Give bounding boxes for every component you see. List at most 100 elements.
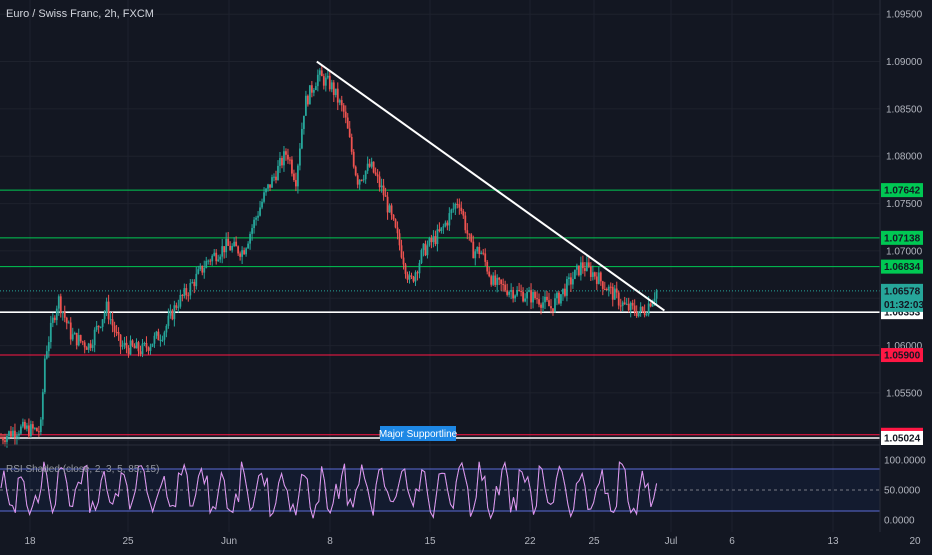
- candle-body: [239, 253, 242, 257]
- time-tick-label: 20: [909, 536, 921, 547]
- candle-body: [99, 326, 102, 328]
- candle-body: [163, 332, 166, 340]
- candle-body: [47, 342, 50, 352]
- candle-body: [591, 272, 594, 277]
- candle-body: [312, 90, 315, 93]
- chart-title: Euro / Swiss Franc, 2h, FXCM: [6, 8, 154, 20]
- candle-body: [470, 234, 473, 242]
- candle-body: [79, 335, 82, 342]
- trendline[interactable]: [316, 60, 665, 312]
- candle-body: [621, 302, 624, 306]
- candle-body: [97, 325, 100, 327]
- candle-body: [219, 256, 222, 260]
- candle-body: [151, 343, 154, 347]
- candle-body: [267, 184, 269, 189]
- candle-body: [87, 343, 90, 350]
- candle-body: [263, 192, 265, 202]
- candle-body: [498, 277, 501, 280]
- candle-body: [434, 236, 437, 245]
- candle-body: [211, 255, 214, 262]
- candle-body: [647, 303, 650, 315]
- price-tags: 1.07642 1.07138 1.06834 1.06353 1.05900 1.050…: [881, 183, 924, 445]
- candle-body: [476, 247, 479, 252]
- candle-body: [257, 215, 259, 218]
- candle-body: [468, 233, 471, 235]
- candle-body: [424, 243, 427, 256]
- candle-body: [6, 435, 8, 442]
- candle-body: [396, 227, 399, 234]
- candle-body: [147, 347, 150, 351]
- candle-body: [496, 277, 499, 285]
- annotation-label[interactable]: Major Supportline: [379, 426, 458, 441]
- candle-body: [340, 100, 343, 106]
- candle-body: [589, 266, 592, 277]
- candle-body: [428, 238, 431, 246]
- candle-body: [133, 345, 136, 349]
- candle-body: [416, 272, 419, 274]
- candle-body: [599, 272, 602, 282]
- candle-body: [177, 306, 180, 308]
- time-tick-label: 18: [24, 536, 36, 547]
- candle-body: [123, 342, 126, 346]
- candle-body: [605, 288, 608, 291]
- candle-body: [16, 435, 18, 438]
- candle-body: [187, 295, 190, 297]
- time-tick-label: 8: [327, 536, 333, 547]
- candle-body: [404, 264, 407, 274]
- candle-body: [67, 322, 70, 324]
- candle-body: [392, 214, 395, 220]
- candle-body: [20, 426, 22, 434]
- candle-body: [249, 233, 251, 244]
- candle-body: [532, 292, 534, 303]
- candle-body: [390, 205, 393, 215]
- candle-body: [354, 166, 357, 176]
- candle-body: [153, 335, 156, 344]
- candle-body: [438, 229, 441, 232]
- candle-body: [129, 340, 132, 355]
- candle-body: [352, 151, 355, 167]
- candle-body: [39, 419, 42, 432]
- candle-body: [131, 340, 134, 346]
- candle-body: [649, 303, 652, 307]
- candle-body: [251, 228, 253, 234]
- rsi-tick-label: 0.0000: [884, 516, 915, 527]
- candle-body: [380, 185, 383, 188]
- candle-body: [430, 238, 433, 243]
- candle-body: [568, 277, 570, 280]
- rsi-axis: 100.0000 50.0000 0.0000: [884, 456, 926, 527]
- candle-body: [181, 294, 184, 296]
- candle-body: [484, 253, 487, 262]
- candle-body: [398, 233, 401, 246]
- trendline-group: [316, 60, 665, 312]
- candle-body: [209, 260, 212, 262]
- candle-body: [73, 332, 76, 335]
- candle-body: [231, 246, 234, 251]
- candle-body: [316, 74, 319, 87]
- candle-body: [135, 342, 138, 349]
- candle-body: [570, 277, 572, 285]
- candle-body: [623, 302, 626, 305]
- candle-body: [185, 288, 188, 296]
- candle-body: [245, 248, 248, 255]
- candle-body: [37, 431, 40, 433]
- candle-body: [583, 268, 586, 271]
- candle-body: [255, 217, 257, 220]
- candle-body: [344, 111, 347, 118]
- candle-body: [328, 75, 331, 90]
- price-tag-label: 1.05900: [884, 351, 921, 362]
- candle-body: [418, 262, 421, 274]
- candle-body: [370, 161, 373, 167]
- candle-body: [595, 276, 598, 284]
- price-tag-bg: [881, 430, 923, 445]
- candle-body: [502, 284, 505, 286]
- candle-body: [175, 305, 178, 308]
- candle-body: [635, 312, 638, 317]
- candle-body: [308, 85, 311, 105]
- candle-body: [304, 95, 307, 116]
- candle-body: [115, 331, 118, 333]
- candle-body: [45, 351, 48, 359]
- candle-body: [241, 250, 244, 257]
- candle-body: [93, 329, 96, 346]
